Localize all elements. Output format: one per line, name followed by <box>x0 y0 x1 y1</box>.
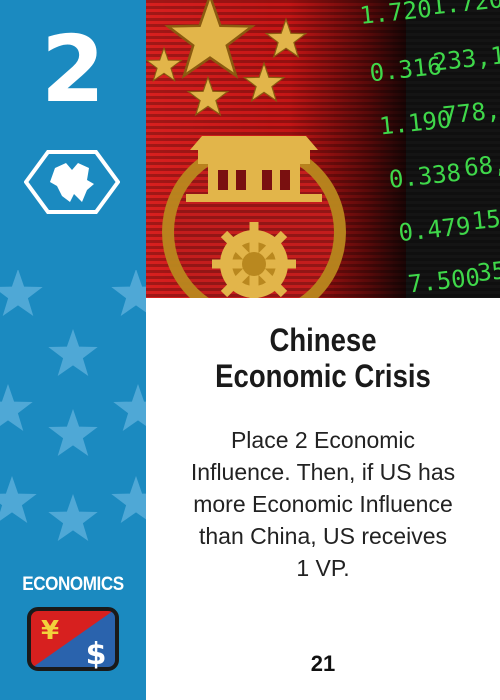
svg-text:350: 350 <box>476 255 500 287</box>
shield-hexagon-icon <box>24 150 120 214</box>
card-sidebar: 2 ECONOMICS <box>0 0 146 700</box>
card-number: 21 <box>310 651 336 676</box>
card-title: Chinese Economic Crisis <box>171 322 475 394</box>
card-text-line: more Economic Influence <box>193 491 453 517</box>
card-title-line: Chinese <box>269 322 377 358</box>
card-illustration: 1.720 1.720 0.316 233,16 1.190 778,18 0.… <box>146 0 500 298</box>
card-text-line: 1 VP. <box>296 555 350 581</box>
card-text-line: than China, US receives <box>198 523 447 549</box>
svg-text:158,: 158, <box>470 202 500 236</box>
ops-value: 2 <box>40 16 105 123</box>
svg-text:7.500: 7.500 <box>407 263 482 298</box>
national-emblem <box>162 136 346 298</box>
category-label: ECONOMICS <box>22 574 124 595</box>
star-pattern <box>0 270 146 541</box>
dollar-symbol: $ <box>86 637 107 672</box>
currency-badge: ¥ $ <box>27 607 119 672</box>
card-text-line: Influence. Then, if US has <box>190 459 456 485</box>
card-text-line: Place 2 Economic <box>230 427 416 453</box>
yen-symbol: ¥ <box>41 616 59 646</box>
card-title-line: Economic Crisis <box>215 358 431 394</box>
card-text: Place 2 Economic Influence. Then, if US … <box>166 424 480 584</box>
svg-text:68,0: 68,0 <box>463 148 500 182</box>
